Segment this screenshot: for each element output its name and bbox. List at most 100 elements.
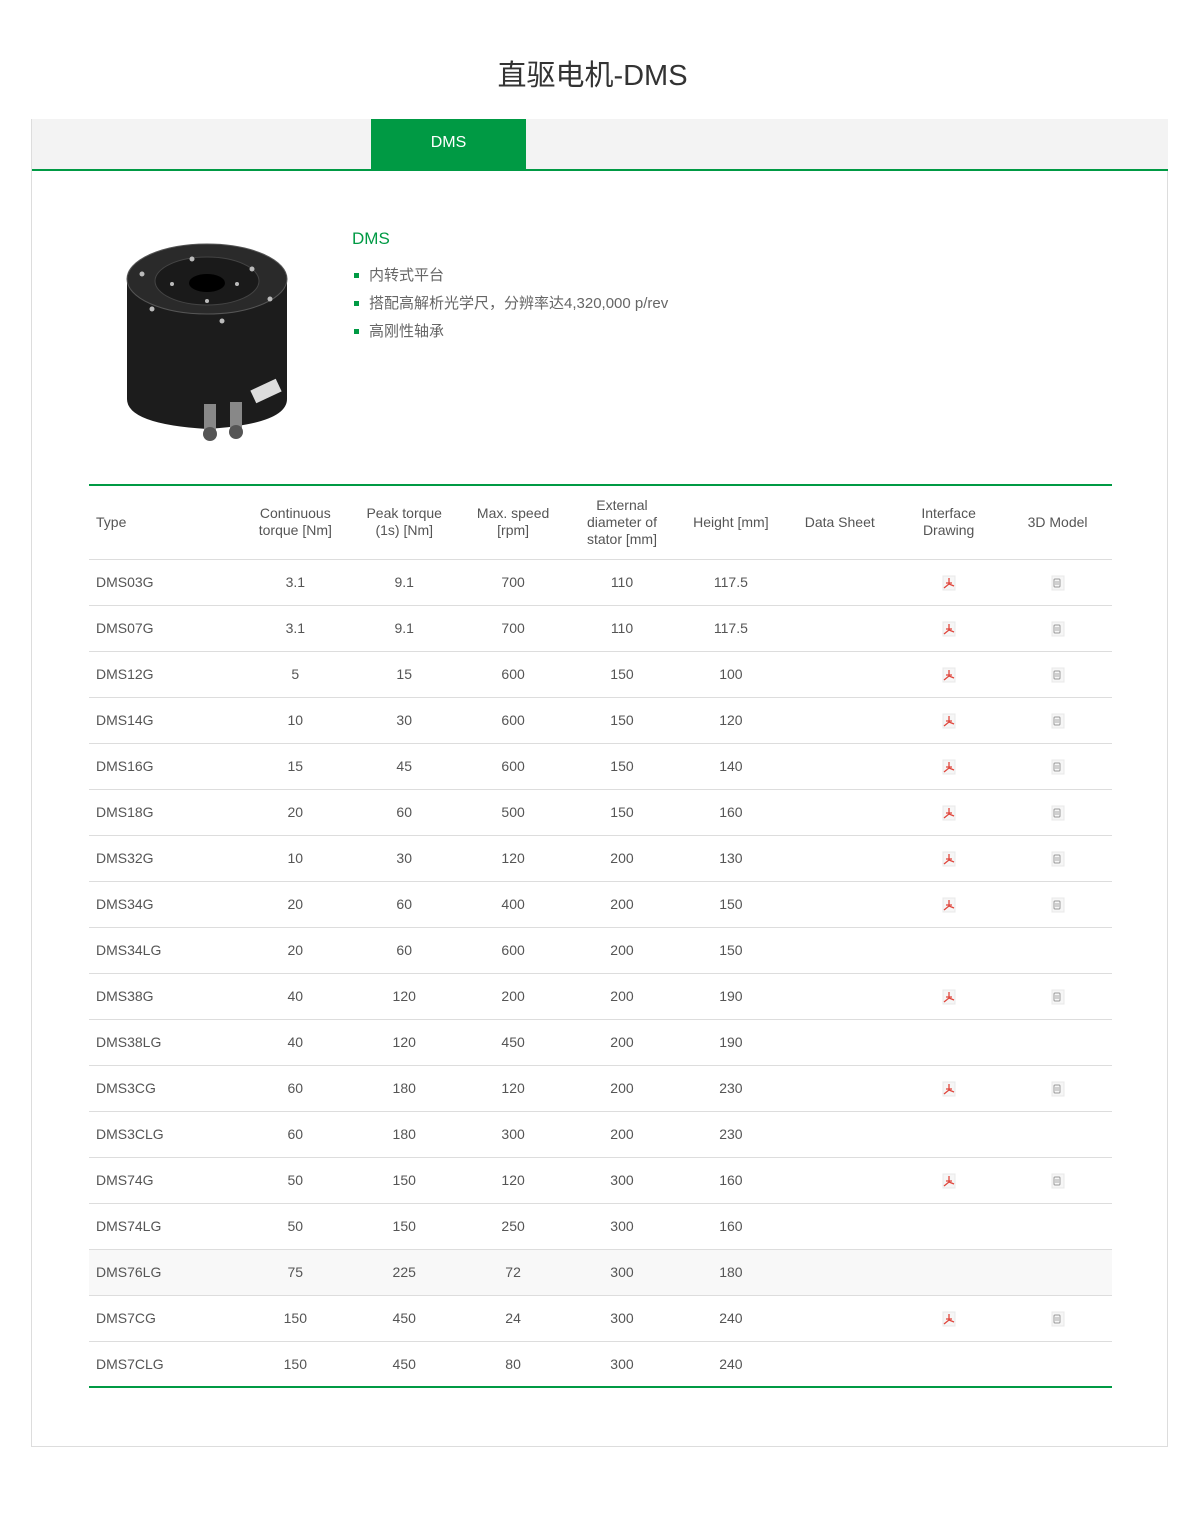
3d-file-icon[interactable] (1050, 805, 1066, 821)
cell-speed: 700 (458, 605, 568, 652)
cell-drawing (894, 1157, 1004, 1204)
cell-height: 230 (676, 1065, 786, 1112)
cell-speed: 300 (458, 1111, 568, 1158)
3d-file-icon[interactable] (1050, 897, 1066, 913)
cell-cont: 60 (240, 1065, 350, 1112)
3d-file-icon[interactable] (1050, 1081, 1066, 1097)
cell-drawing (894, 559, 1004, 606)
cell-drawing (894, 789, 1004, 836)
table-row: DMS3CLG 60 180 300 200 230 (89, 1111, 1112, 1158)
table-row: DMS3CG 60 180 120 200 230 (89, 1065, 1112, 1112)
pdf-icon[interactable] (941, 759, 957, 775)
cell-type: DMS16G (89, 743, 241, 790)
table-row: DMS12G 5 15 600 150 100 (89, 651, 1112, 698)
cell-type: DMS34G (89, 881, 241, 928)
cell-peak: 180 (349, 1065, 459, 1112)
cell-peak: 60 (349, 881, 459, 928)
table-row: DMS38LG 40 120 450 200 190 (89, 1019, 1112, 1066)
cell-cont: 10 (240, 697, 350, 744)
column-header: Data Sheet (785, 485, 895, 560)
pdf-icon[interactable] (941, 805, 957, 821)
cell-type: DMS14G (89, 697, 241, 744)
cell-dia: 300 (567, 1295, 677, 1342)
cell-peak: 9.1 (349, 605, 459, 652)
3d-file-icon[interactable] (1050, 621, 1066, 637)
cell-speed: 600 (458, 651, 568, 698)
3d-file-icon[interactable] (1050, 759, 1066, 775)
product-panel: DMS DMS 内转式平台 搭配高解析光学尺，分辨率达4,320,000 p/r… (31, 119, 1168, 1447)
3d-file-icon[interactable] (1050, 1173, 1066, 1189)
cell-height: 117.5 (676, 559, 786, 606)
pdf-icon[interactable] (941, 851, 957, 867)
column-header: Height [mm] (676, 485, 786, 560)
cell-height: 140 (676, 743, 786, 790)
table-row: DMS7CLG 150 450 80 300 240 (89, 1341, 1112, 1387)
cell-dia: 200 (567, 973, 677, 1020)
cell-cont: 15 (240, 743, 350, 790)
column-header: Type (89, 485, 241, 560)
pdf-icon[interactable] (941, 1311, 957, 1327)
cell-datasheet (785, 927, 895, 974)
cell-peak: 45 (349, 743, 459, 790)
column-header: Peak torque (1s) [Nm] (349, 485, 459, 560)
cell-datasheet (785, 605, 895, 652)
cell-datasheet (785, 559, 895, 606)
3d-file-icon[interactable] (1050, 851, 1066, 867)
column-header: Continuous torque [Nm] (240, 485, 350, 560)
cell-3d-model (1003, 881, 1112, 928)
cell-peak: 450 (392, 1355, 416, 1372)
3d-file-icon[interactable] (1050, 1311, 1066, 1327)
cell-drawing (894, 1065, 1004, 1112)
pdf-icon[interactable] (941, 1081, 957, 1097)
feature-item: 搭配高解析光学尺，分辨率达4,320,000 p/rev (352, 293, 668, 321)
3d-file-icon[interactable] (1050, 989, 1066, 1005)
3d-file-icon[interactable] (1050, 713, 1066, 729)
cell-speed: 600 (458, 697, 568, 744)
cell-cont: 20 (240, 789, 350, 836)
cell-3d-model (1003, 1065, 1112, 1112)
cell-peak: 180 (349, 1111, 459, 1158)
3d-file-icon[interactable] (1050, 667, 1066, 683)
cell-datasheet (785, 789, 895, 836)
pdf-icon[interactable] (941, 897, 957, 913)
cell-type: DMS07G (89, 605, 241, 652)
cell-datasheet (785, 835, 895, 882)
pdf-icon[interactable] (941, 713, 957, 729)
cell-peak: 9.1 (349, 559, 459, 606)
cell-height: 160 (676, 789, 786, 836)
cell-type: DMS03G (89, 559, 241, 606)
cell-dia: 300 (610, 1355, 634, 1372)
cell-speed: 72 (458, 1249, 568, 1296)
cell-3d-model (1003, 743, 1112, 790)
cell-speed: 700 (458, 559, 568, 606)
cell-3d-model (1003, 1341, 1112, 1387)
cell-speed: 120 (458, 835, 568, 882)
cell-datasheet (785, 1019, 895, 1066)
3d-file-icon[interactable] (1050, 575, 1066, 591)
column-header: Max. speed [rpm] (458, 485, 568, 560)
cell-cont: 150 (240, 1295, 350, 1342)
cell-3d-model (1003, 835, 1112, 882)
cell-datasheet (785, 1295, 895, 1342)
pdf-icon[interactable] (941, 621, 957, 637)
pdf-icon[interactable] (941, 575, 957, 591)
cell-datasheet (785, 1249, 895, 1296)
cell-3d-model (1003, 1019, 1112, 1066)
cell-cont: 20 (240, 881, 350, 928)
cell-3d-model (1003, 789, 1112, 836)
tab-dms[interactable]: DMS (371, 119, 526, 171)
cell-speed: 120 (458, 1065, 568, 1112)
cell-3d-model (1003, 1157, 1112, 1204)
cell-drawing (894, 927, 1004, 974)
cell-drawing (894, 973, 1004, 1020)
table-row: DMS7CG 150 450 24 300 240 (89, 1295, 1112, 1342)
cell-peak: 60 (349, 927, 459, 974)
cell-type: DMS38LG (89, 1019, 241, 1066)
cell-datasheet (785, 973, 895, 1020)
cell-peak: 15 (349, 651, 459, 698)
pdf-icon[interactable] (941, 667, 957, 683)
cell-speed: 600 (458, 927, 568, 974)
pdf-icon[interactable] (941, 989, 957, 1005)
pdf-icon[interactable] (941, 1173, 957, 1189)
column-header: External diameter of stator [mm] (567, 485, 677, 560)
